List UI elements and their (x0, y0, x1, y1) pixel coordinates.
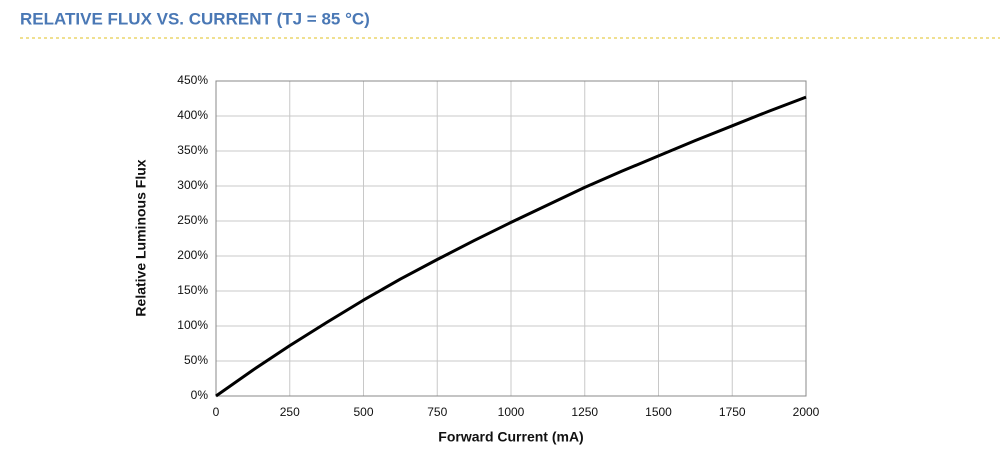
x-axis-label: Forward Current (mA) (438, 429, 583, 445)
y-tick-label: 100% (177, 318, 208, 332)
y-axis-label: Relative Luminous Flux (133, 159, 149, 316)
y-tick-label: 450% (177, 73, 208, 87)
x-tick-label: 1500 (645, 405, 672, 419)
chart-title: RELATIVE FLUX VS. CURRENT (TJ = 85 °C) (20, 9, 370, 28)
y-tick-label: 300% (177, 178, 208, 192)
x-tick-label: 1250 (571, 405, 598, 419)
y-tick-label: 200% (177, 248, 208, 262)
x-tick-label: 1750 (719, 405, 746, 419)
data-line (215, 95, 807, 398)
x-tick-label: 1000 (498, 405, 525, 419)
y-tick-label: 400% (177, 108, 208, 122)
x-tick-label: 0 (213, 405, 220, 419)
x-tick-label: 250 (280, 405, 300, 419)
x-tick-label: 500 (353, 405, 373, 419)
y-tick-label: 150% (177, 283, 208, 297)
x-tick-label: 2000 (793, 405, 820, 419)
plot-frame (215, 80, 807, 397)
y-tick-label: 250% (177, 213, 208, 227)
y-tick-label: 0% (191, 388, 209, 402)
y-tick-label: 50% (184, 353, 208, 367)
x-tick-label: 750 (427, 405, 447, 419)
y-tick-label: 350% (177, 143, 208, 157)
